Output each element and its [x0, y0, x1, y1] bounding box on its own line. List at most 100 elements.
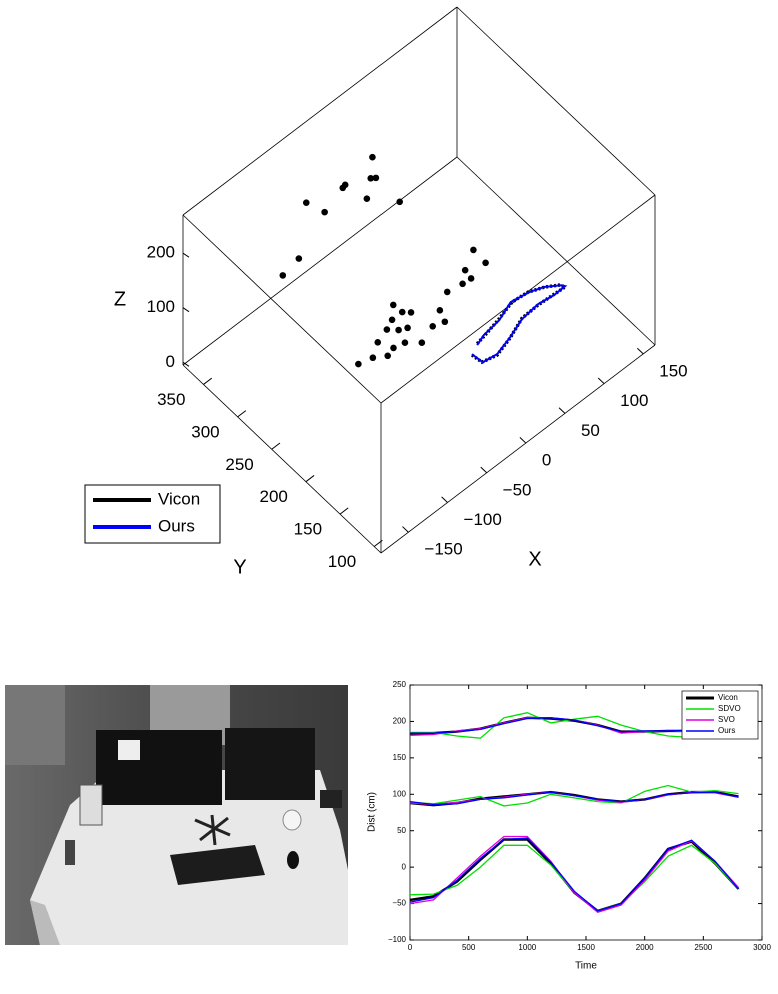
box-edge [182, 6, 458, 216]
landmark-point [389, 301, 397, 309]
photo-monitor [225, 728, 315, 800]
landmark-point [396, 198, 404, 206]
y-tick-label: 250 [393, 680, 407, 689]
x-tick [480, 466, 488, 474]
x-tick [597, 377, 605, 384]
landmark-point [404, 324, 411, 332]
z-tick [182, 307, 190, 313]
y-tick-label: −100 [388, 935, 407, 944]
box-edge [456, 6, 656, 196]
x-tick-label: 100 [620, 391, 648, 410]
landmark-point [383, 326, 391, 333]
y-tick [339, 507, 349, 515]
y-tick-label: 50 [397, 826, 406, 835]
landmark-point [398, 308, 406, 316]
photo-desk-edge [30, 900, 60, 945]
x-tick-label: 1000 [518, 943, 536, 952]
box-edge [380, 344, 656, 554]
x-tick [558, 407, 566, 414]
legend-label: Vicon [158, 489, 200, 508]
box-edge [182, 214, 382, 404]
z-tick [182, 252, 190, 258]
y-tick [237, 410, 247, 418]
landmark-point [372, 174, 380, 182]
x-tick-label: 0 [542, 451, 551, 470]
x-tick [402, 526, 409, 533]
landmark-point [436, 307, 444, 314]
photo-note [118, 740, 140, 760]
z-tick [182, 361, 190, 367]
landmark-point [443, 288, 451, 296]
x-tick-label: 50 [581, 421, 600, 440]
y-tick [373, 539, 383, 547]
chart-line: Time Dist (cm) 0 500 1000 1500 2000 2500 3000−… [367, 680, 772, 972]
y-tick [271, 442, 281, 450]
trajectory [471, 284, 568, 364]
x-tick-label: 1500 [577, 943, 595, 952]
x-tick-label: 2000 [636, 943, 654, 952]
legend-label: Vicon [718, 693, 738, 702]
landmark-point [390, 344, 397, 352]
photo-phone [65, 840, 75, 865]
landmark-point [321, 208, 328, 216]
photo-keyboard [170, 845, 265, 885]
x-tick-label: −100 [464, 510, 502, 529]
y-tick-label: −50 [392, 899, 406, 908]
series-line [409, 791, 739, 806]
photo-mouse [287, 851, 299, 869]
x-tick-label: −150 [424, 540, 462, 559]
landmark-point [339, 184, 347, 192]
y-tick [305, 475, 315, 483]
y-tick-label: 200 [260, 487, 288, 506]
y-axis-label: Dist (cm) [367, 792, 378, 832]
chart-3d: X Y Z −150−100−50 0 50 100 150 100 150 200 250 30… [84, 6, 688, 578]
photo-mug [282, 809, 302, 831]
legend-label: Ours [158, 516, 195, 535]
z-tick-label: 100 [147, 297, 175, 316]
z-tick-label: 0 [166, 352, 175, 371]
y-tick-label: 100 [393, 789, 407, 798]
x-tick [441, 496, 448, 503]
landmark-point [482, 259, 489, 267]
z-axis-label: Z [114, 288, 126, 310]
landmark-point [363, 195, 371, 203]
landmark-point [295, 255, 303, 262]
y-tick-label: 100 [328, 552, 356, 571]
legend-box [84, 484, 221, 544]
legend-label: Ours [718, 726, 735, 735]
photo-box [79, 784, 103, 826]
y-tick-label: 150 [294, 520, 322, 539]
z-tick-label: 200 [147, 243, 175, 262]
x-tick [519, 437, 527, 444]
landmark-point [369, 153, 376, 161]
x-tick-label: 0 [408, 943, 413, 952]
landmark-point [429, 322, 437, 330]
landmark-point [461, 266, 469, 274]
landmark-point [418, 339, 426, 347]
x-axis-label: Time [575, 961, 597, 972]
x-axis-label: X [528, 548, 541, 570]
x-tick-label: 2500 [694, 943, 712, 952]
landmark-point [441, 318, 449, 326]
box-edge [456, 156, 656, 346]
y-tick-label: 200 [393, 717, 407, 726]
x-tick-label: −50 [503, 480, 532, 499]
landmark-point [459, 280, 466, 288]
landmark-point [395, 326, 402, 334]
landmark-point [470, 246, 477, 254]
x-tick [636, 347, 644, 355]
landmark-point [369, 354, 377, 362]
series-line [409, 837, 739, 912]
y-tick-label: 250 [225, 455, 253, 474]
photo-monitor [96, 730, 222, 805]
photo [5, 685, 348, 945]
landmark-point [384, 352, 392, 360]
landmark-point [367, 175, 375, 182]
y-tick [203, 377, 213, 385]
landmark-point [302, 199, 310, 207]
y-tick-label: 350 [157, 390, 185, 409]
y-tick-label: 150 [393, 753, 407, 762]
y-tick-label: 0 [402, 862, 407, 871]
series-line [409, 835, 739, 914]
